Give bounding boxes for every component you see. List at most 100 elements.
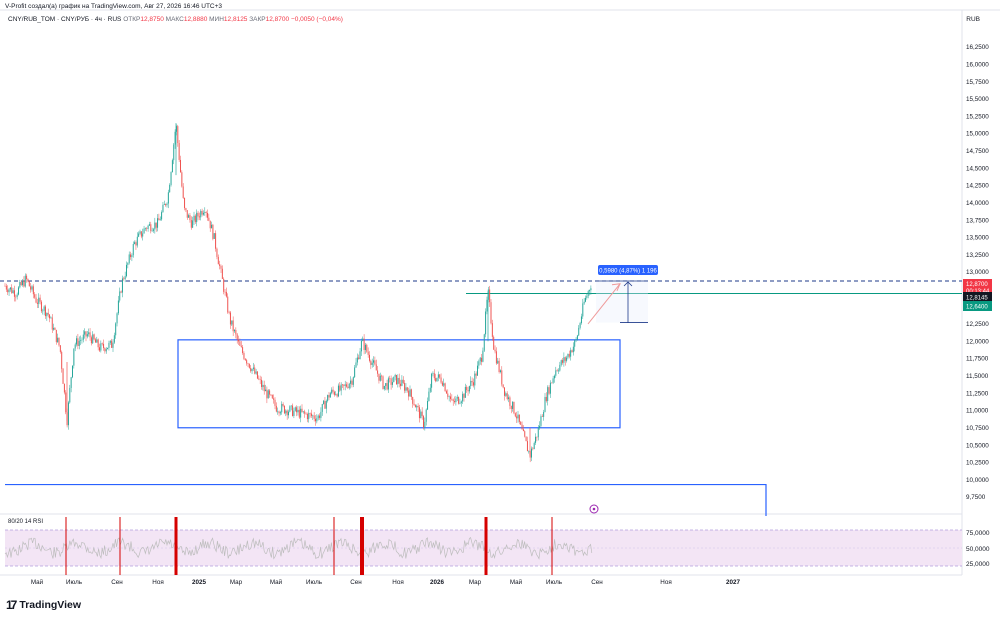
candle-body [124,276,126,280]
candle-body [263,384,265,392]
symbol-name[interactable]: CNY/RUB_TOM · CNY/РУБ · 4ч · RUS [8,16,122,23]
candle-body [13,290,15,297]
candle-body [36,302,38,304]
candle-body [59,345,61,352]
low-line-tag [963,301,992,311]
candle-body [432,373,434,374]
candle-body [190,220,192,228]
candle-body [342,384,343,386]
candle-body [171,160,173,173]
candle-body [359,351,361,360]
candle-body [494,349,496,352]
candle-body [19,282,21,288]
candle-body [78,340,80,347]
y-tick-label: 14,5000 [966,165,989,172]
candle-body [135,242,137,246]
candle-body [107,347,109,350]
candle-body [72,365,73,378]
candle-body [147,225,149,229]
rsi-tick-75: 75,0000 [966,530,990,537]
candle-body [567,353,569,358]
measure-tool[interactable]: 0,5980 (4,87%) 1 196 [596,265,658,323]
replay-icon[interactable] [589,504,599,514]
candle-body [282,403,284,406]
rsi-legend[interactable]: 80/20 14 RSI [8,519,44,525]
candle-body [331,389,333,394]
candle-body [267,390,269,399]
x-tick-label: 2026 [430,579,445,586]
projection-arrow[interactable] [587,283,621,325]
candle-body [11,287,13,294]
candle-body [323,400,325,405]
candle-body [252,367,254,369]
candle-body [435,378,437,382]
candle-body [454,401,456,403]
candle-body [510,405,512,409]
candle-body [259,379,261,380]
candle-body [337,385,339,397]
x-tick-label: Май [270,578,283,586]
candle-body [238,339,240,342]
candle-body [62,368,64,384]
candle-body [440,377,442,383]
range-rectangle[interactable] [177,339,621,429]
candle-body [223,278,225,292]
candle-body [305,413,307,415]
symbol-legend: CNY/RUB_TOM · CNY/РУБ · 4ч · RUS ОТКР 12,… [8,16,343,23]
candle-body [39,297,41,302]
candle-body [23,280,25,287]
candle-body [587,291,589,296]
candle-body [397,377,399,385]
candle-body [298,409,300,418]
candle-body [472,382,474,386]
candle-body [555,370,557,376]
candle-body [568,353,570,357]
candle-body [537,428,539,438]
candle-body [194,215,196,223]
low-value: 12,8125 [223,16,248,23]
lower-rectangle[interactable] [5,483,767,516]
candle-body [506,393,508,399]
candle-body [104,348,106,352]
candle-body [328,395,330,398]
green-line-tag [963,292,992,302]
candle-body [544,396,546,412]
candle-body [502,384,504,388]
candle-body [42,310,44,312]
candle-body [113,335,115,343]
open-label: ОТКР [123,16,141,23]
candle-body [220,266,222,269]
candle-body [201,210,203,215]
candle-body [225,291,227,297]
candle-body [572,346,574,353]
candle-body [136,236,138,246]
candle-body [471,380,473,383]
candle-body [485,311,487,335]
candle-body [404,382,406,391]
candle-body [470,380,472,387]
rsi-divergence-marker [360,517,364,575]
candle-body [491,323,493,337]
candle-body [246,360,248,364]
x-tick-label: Июль [306,579,323,586]
x-tick-label: Сен [350,579,362,586]
candle-body [209,220,211,229]
x-tick-label: 2027 [726,579,741,586]
candle-body [12,290,14,294]
last-price-tag [963,279,992,295]
y-tick-label: 13,5000 [966,235,989,242]
candle-body [108,342,110,348]
candle-body [54,327,56,330]
candle-body [88,332,90,335]
candle-body [232,320,234,332]
x-tick-label: Ноя [660,579,671,586]
currency-label[interactable]: RUB [966,16,980,23]
candle-body [45,306,46,317]
candle-body [286,410,288,416]
candle-body [185,208,187,211]
candle-body [142,233,144,237]
footer-brand[interactable]: 17 TradingView [6,598,81,612]
rsi-divergence-marker [119,517,121,575]
candle-body [443,383,445,386]
